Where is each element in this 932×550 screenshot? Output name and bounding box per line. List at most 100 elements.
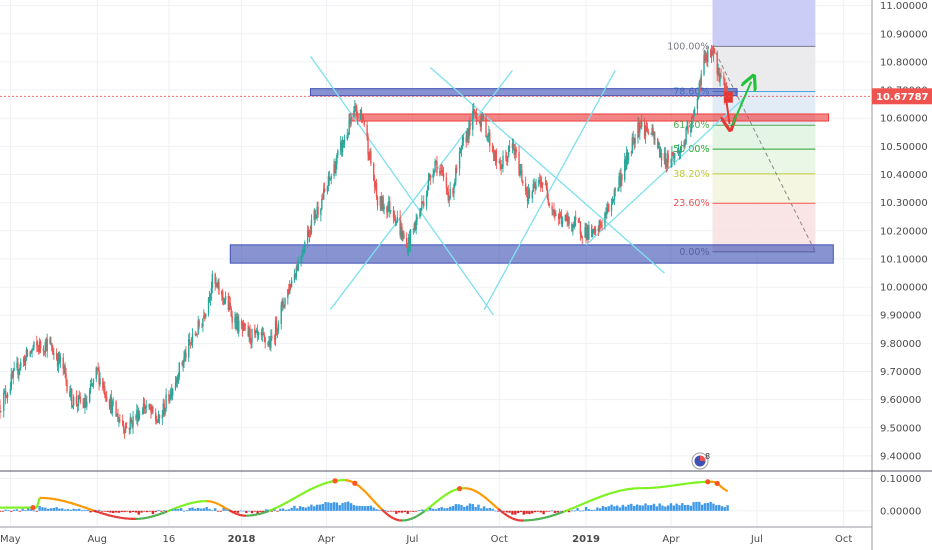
candle-body bbox=[700, 74, 702, 86]
indicator-histogram-bar bbox=[279, 508, 282, 511]
candle-body bbox=[240, 320, 243, 327]
candle-body bbox=[621, 174, 623, 180]
indicator-line bbox=[475, 490, 480, 494]
trend-line[interactable] bbox=[483, 70, 616, 310]
indicator-histogram-bar bbox=[27, 508, 30, 511]
candle-body bbox=[342, 139, 345, 144]
candle-body bbox=[297, 260, 299, 271]
indicator-line bbox=[276, 504, 281, 509]
indicator-histogram-bar bbox=[644, 503, 647, 511]
indicator-histogram-bar bbox=[604, 507, 608, 511]
candle-body bbox=[573, 224, 575, 227]
indicator-line bbox=[328, 480, 332, 484]
candle-body bbox=[491, 146, 494, 152]
candle-body bbox=[640, 125, 642, 127]
indicator-line bbox=[293, 495, 298, 500]
up-arrow[interactable] bbox=[731, 82, 751, 126]
indicator-histogram-bar bbox=[683, 505, 687, 511]
trend-line[interactable] bbox=[329, 69, 513, 310]
candle-body bbox=[499, 161, 501, 165]
indicator-line bbox=[271, 507, 276, 511]
indicator-histogram-bar bbox=[75, 509, 78, 511]
indicator-line bbox=[76, 503, 80, 507]
candle-body bbox=[293, 274, 296, 281]
candle-body bbox=[638, 122, 640, 133]
candle-body bbox=[693, 108, 696, 114]
candle-body bbox=[53, 353, 55, 355]
candle-body bbox=[198, 320, 200, 327]
trend-lines[interactable] bbox=[309, 55, 747, 316]
zone-base[interactable] bbox=[229, 244, 834, 264]
indicator-line bbox=[378, 506, 383, 511]
candle-body bbox=[507, 156, 509, 162]
indicator-histogram-bar bbox=[615, 505, 619, 511]
indicator-histogram-bar bbox=[457, 504, 460, 511]
candle-body bbox=[541, 182, 544, 186]
candle-body bbox=[4, 390, 6, 393]
indicator-histogram-bar bbox=[451, 506, 455, 511]
indicator-histogram-bar bbox=[32, 510, 36, 512]
candle-body bbox=[142, 403, 145, 414]
candle-body bbox=[724, 78, 726, 98]
candle-body bbox=[373, 163, 375, 181]
indicator-line bbox=[305, 489, 310, 493]
candle-body bbox=[546, 188, 549, 199]
candle-body bbox=[347, 134, 349, 136]
indicator-line bbox=[494, 505, 500, 510]
candle-body bbox=[168, 394, 170, 402]
candle-body bbox=[697, 96, 700, 99]
candle-body bbox=[184, 352, 186, 357]
indicator-line bbox=[180, 504, 185, 508]
indicator-line bbox=[35, 497, 41, 508]
candle-body bbox=[188, 339, 191, 343]
indicator-histogram-bar bbox=[395, 510, 398, 514]
indicator-histogram-bar bbox=[596, 507, 599, 511]
indicator-line bbox=[67, 501, 72, 505]
indicator-histogram-bar bbox=[12, 509, 16, 511]
y-tick-label: 10.80000 bbox=[880, 57, 928, 68]
candle-body bbox=[540, 182, 543, 188]
current-price-label: 10.67787 bbox=[876, 92, 929, 103]
candle-body bbox=[612, 199, 615, 202]
indicator-histogram-bar bbox=[332, 502, 336, 511]
indicator-pane bbox=[0, 477, 872, 522]
candle-body bbox=[426, 189, 429, 195]
indicator-histogram-bar bbox=[236, 510, 240, 513]
indicator-histogram-bar bbox=[389, 510, 392, 512]
candle-body bbox=[489, 132, 491, 147]
candle-body bbox=[150, 409, 152, 413]
candle-body bbox=[30, 351, 32, 353]
projection-arrows[interactable]: 8 bbox=[691, 82, 751, 470]
indicator-histogram-bar bbox=[284, 509, 288, 511]
indicator-line bbox=[594, 496, 598, 501]
down-arrow[interactable] bbox=[726, 95, 730, 124]
candle-body bbox=[177, 377, 180, 383]
candle-body bbox=[217, 282, 219, 286]
indicator-histogram-bar bbox=[347, 501, 350, 511]
candle-body bbox=[492, 151, 495, 156]
candle-body bbox=[598, 220, 600, 232]
zone-resistance[interactable] bbox=[309, 88, 738, 97]
trend-line[interactable] bbox=[309, 55, 495, 316]
indicator-histogram-bar bbox=[698, 501, 701, 511]
candle-body bbox=[112, 401, 114, 403]
indicator-histogram-bar bbox=[69, 509, 72, 511]
indicator-histogram-bar bbox=[276, 510, 279, 512]
candle-body bbox=[660, 152, 663, 161]
indicator-histogram-bar bbox=[296, 508, 299, 511]
indicator-histogram-bar bbox=[726, 505, 729, 511]
candle-body bbox=[284, 298, 286, 307]
candle-body bbox=[231, 315, 233, 323]
candle-body bbox=[683, 141, 685, 147]
candle-body bbox=[458, 152, 461, 169]
indicator-histogram-bar bbox=[618, 507, 622, 511]
candle-body bbox=[90, 384, 93, 386]
candle-body bbox=[317, 207, 319, 216]
candle-body bbox=[641, 121, 643, 127]
candle-body bbox=[327, 176, 330, 186]
candle-body bbox=[401, 227, 403, 240]
indicator-histogram-bar bbox=[72, 508, 75, 511]
candle-body bbox=[651, 127, 653, 134]
trend-line[interactable] bbox=[429, 67, 665, 274]
